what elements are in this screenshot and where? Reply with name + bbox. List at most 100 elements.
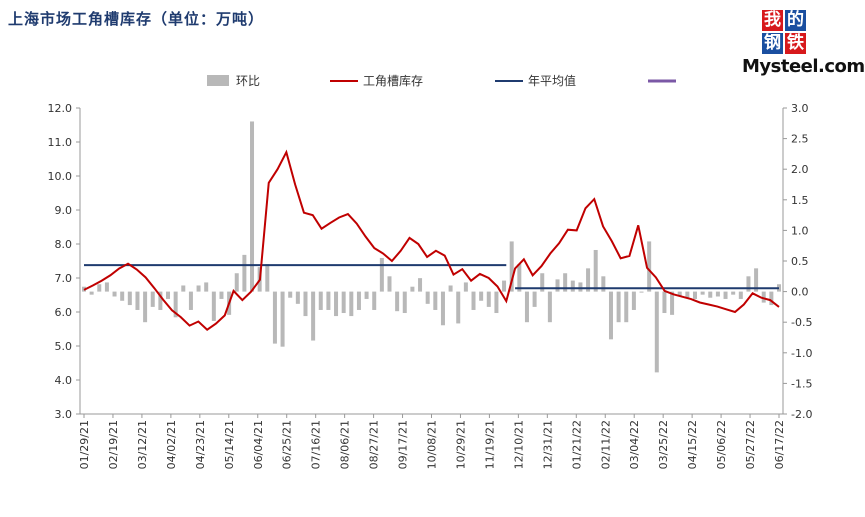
right-tick-label: 0.0: [791, 286, 809, 299]
change-bar: [440, 291, 445, 326]
x-tick-label: 06/25/21: [281, 420, 294, 469]
x-tick-label: 08/27/21: [368, 420, 381, 469]
right-tick-label: 3.0: [791, 102, 809, 115]
change-bar: [135, 291, 140, 310]
change-bar: [242, 254, 247, 292]
left-tick-label: 6.0: [55, 306, 73, 319]
change-bar: [662, 291, 667, 314]
right-tick-label: -1.0: [791, 347, 812, 360]
change-bar: [494, 291, 499, 314]
x-tick-label: 02/11/22: [599, 420, 612, 469]
x-tick-label: 07/16/21: [310, 420, 323, 469]
mysteel-logo: 我 的 钢 铁 Mysteel.com: [742, 10, 865, 77]
left-tick-label: 12.0: [48, 102, 73, 115]
change-bar: [204, 282, 209, 292]
legend-swatch-bar: [207, 75, 229, 86]
change-bar: [166, 291, 171, 299]
change-bar: [341, 291, 346, 314]
change-bar: [395, 291, 400, 312]
x-tick-label: 05/06/22: [715, 420, 728, 469]
change-bar: [540, 273, 545, 292]
change-bar: [112, 291, 117, 297]
change-bar: [517, 264, 522, 292]
x-tick-label: 04/02/21: [165, 420, 178, 469]
change-bar: [738, 291, 743, 299]
change-bar: [143, 291, 148, 323]
change-bar: [532, 291, 537, 307]
change-bar: [677, 291, 682, 297]
change-bar: [586, 268, 591, 292]
left-tick-label: 10.0: [48, 170, 73, 183]
change-bar: [280, 291, 285, 347]
change-bar: [387, 276, 392, 292]
logo-tile: 钢: [762, 33, 783, 54]
left-tick-label: 3.0: [55, 408, 73, 421]
change-bar: [647, 241, 652, 292]
change-bar: [158, 291, 163, 310]
change-bar: [708, 291, 713, 298]
change-bar: [181, 285, 186, 292]
x-tick-label: 02/19/21: [107, 420, 120, 469]
x-tick-label: 11/19/21: [483, 420, 496, 469]
change-bar: [150, 291, 155, 307]
change-bar: [509, 241, 514, 292]
change-bar: [448, 285, 453, 292]
change-bar: [265, 264, 270, 292]
logo-brand-text: Mysteel.com: [742, 56, 865, 77]
change-bar: [402, 291, 407, 314]
change-bar: [639, 291, 644, 293]
change-bar: [761, 291, 766, 303]
x-tick-label: 12/31/21: [541, 420, 554, 469]
change-bar: [578, 282, 583, 292]
right-tick-label: -2.0: [791, 408, 812, 421]
x-tick-label: 12/10/21: [512, 420, 525, 469]
change-bar: [700, 291, 705, 295]
legend-label-bar: 环比: [236, 74, 260, 88]
change-bar: [479, 291, 484, 301]
change-bar: [463, 282, 468, 292]
change-bar: [326, 291, 331, 310]
change-bar: [731, 291, 736, 295]
right-tick-label: 0.5: [791, 255, 809, 268]
change-bar: [334, 291, 339, 317]
change-bar: [608, 291, 613, 340]
inventory-line: [83, 149, 780, 331]
right-tick-label: 2.5: [791, 133, 809, 146]
change-bar: [104, 282, 109, 292]
change-bar: [250, 121, 255, 292]
chart-title: 上海市场工角槽库存（单位：万吨）: [8, 10, 265, 28]
change-bar: [356, 291, 361, 310]
right-tick-label: -1.5: [791, 377, 812, 390]
change-bar: [746, 276, 751, 292]
change-bar: [425, 291, 430, 304]
change-bar: [272, 291, 277, 344]
right-tick-label: 1.5: [791, 194, 809, 207]
change-bar: [502, 280, 507, 292]
change-bar: [769, 291, 774, 306]
change-bar: [547, 291, 552, 323]
change-bar: [288, 291, 293, 298]
change-bar: [418, 278, 423, 292]
change-bar: [616, 291, 621, 323]
change-bar: [570, 280, 575, 292]
x-tick-label: 06/17/22: [773, 420, 786, 469]
change-bar: [196, 285, 201, 292]
change-bar: [555, 279, 560, 292]
x-tick-label: 04/23/21: [194, 420, 207, 469]
change-bar: [120, 291, 125, 301]
right-tick-label: 1.0: [791, 224, 809, 237]
change-bar: [234, 273, 239, 292]
change-bar: [692, 291, 697, 299]
change-bar: [97, 284, 102, 292]
change-bar: [364, 291, 369, 299]
x-tick-label: 04/15/22: [686, 420, 699, 469]
change-bar: [631, 291, 636, 310]
logo-tile: 铁: [785, 33, 806, 54]
left-tick-label: 7.0: [55, 272, 73, 285]
x-tick-label: 01/29/21: [78, 420, 91, 469]
left-tick-label: 11.0: [48, 136, 73, 149]
left-tick-label: 5.0: [55, 340, 73, 353]
x-tick-label: 10/29/21: [454, 420, 467, 469]
change-bar: [295, 291, 300, 304]
change-bar: [379, 257, 384, 292]
